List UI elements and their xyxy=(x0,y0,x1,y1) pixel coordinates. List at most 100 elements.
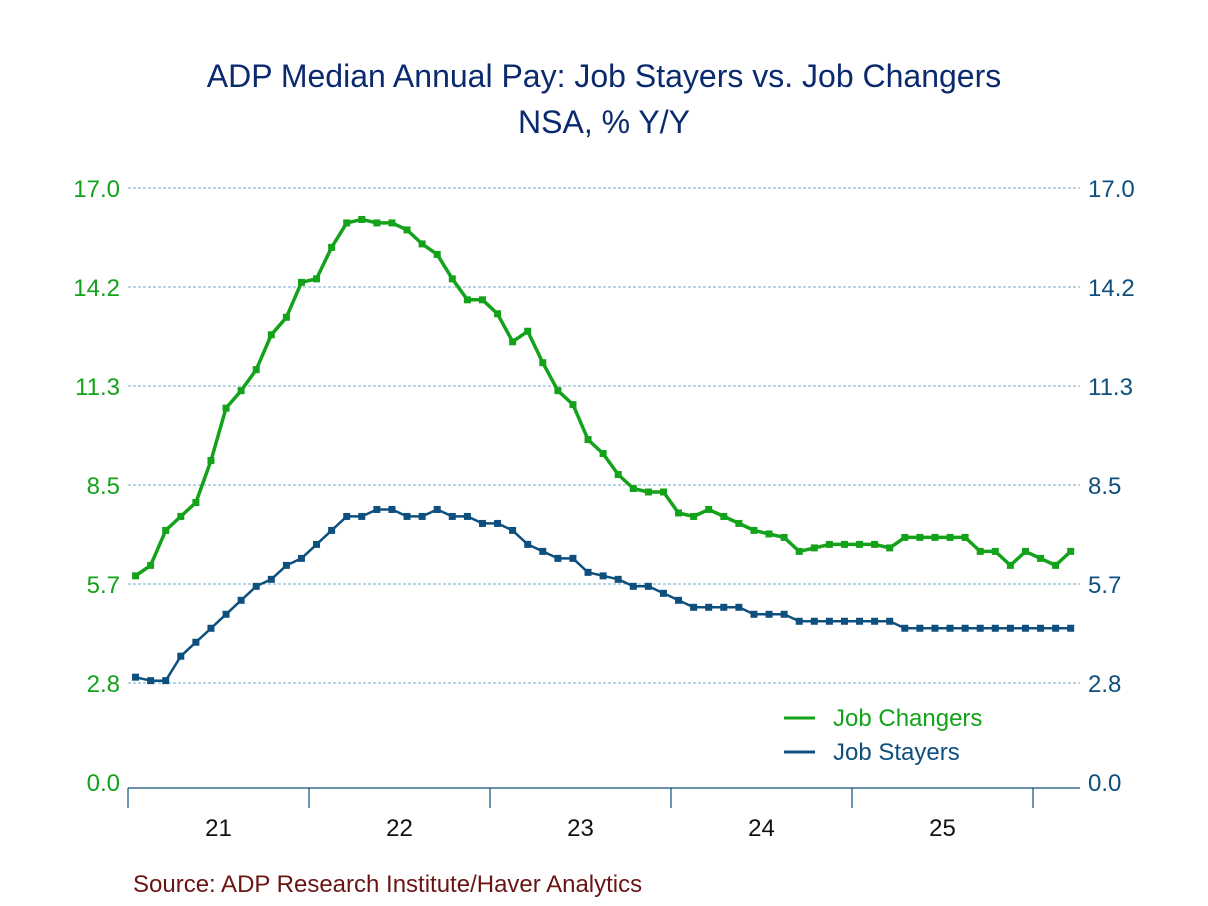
y-tick-label-left: 14.2 xyxy=(73,275,120,302)
data-point xyxy=(433,250,441,258)
series-line-job-stayers xyxy=(135,508,1071,682)
data-point xyxy=(297,554,305,562)
data-point xyxy=(584,568,592,576)
y-tick-label-right: 2.8 xyxy=(1088,671,1121,698)
data-point xyxy=(916,624,924,632)
data-point xyxy=(1067,547,1075,555)
data-point xyxy=(614,575,622,583)
data-point xyxy=(976,624,984,632)
chart-subtitle: NSA, % Y/Y xyxy=(518,104,690,140)
data-point xyxy=(132,673,140,681)
data-point xyxy=(901,624,909,632)
data-point xyxy=(856,617,864,625)
data-point xyxy=(1021,547,1029,555)
source-note: Source: ADP Research Institute/Haver Ana… xyxy=(133,871,643,898)
data-point xyxy=(675,596,683,604)
data-point xyxy=(675,509,683,517)
x-tick-label: 25 xyxy=(929,815,956,842)
data-point xyxy=(659,488,667,496)
data-point xyxy=(328,526,336,534)
data-point xyxy=(946,624,954,632)
data-point xyxy=(599,572,607,580)
data-point xyxy=(478,296,486,304)
data-point xyxy=(222,610,230,618)
series-line-job-changers xyxy=(134,217,1072,578)
data-point xyxy=(961,624,969,632)
y-tick-label-left: 5.7 xyxy=(87,572,120,599)
data-point xyxy=(795,617,803,625)
data-point xyxy=(780,533,788,541)
data-point xyxy=(147,677,155,685)
data-point xyxy=(886,544,894,552)
data-point xyxy=(373,505,381,513)
data-point xyxy=(267,331,275,339)
data-point xyxy=(735,519,743,527)
data-point xyxy=(1037,554,1045,562)
data-point xyxy=(463,512,471,520)
y-tick-label-left: 11.3 xyxy=(75,374,120,401)
data-point xyxy=(207,624,215,632)
data-point xyxy=(629,484,637,492)
x-tick-label: 23 xyxy=(567,815,594,842)
data-point xyxy=(328,243,336,251)
data-point xyxy=(1006,624,1014,632)
data-point xyxy=(509,338,517,346)
y-tick-label-right: 11.3 xyxy=(1088,374,1133,401)
data-point xyxy=(569,554,577,562)
data-point xyxy=(313,275,321,283)
y-tick-label-left: 8.5 xyxy=(87,473,120,500)
y-tick-label-left: 2.8 xyxy=(87,671,120,698)
data-point xyxy=(1052,561,1060,569)
data-point xyxy=(659,589,667,597)
y-tick-label-right: 0.0 xyxy=(1088,770,1121,797)
data-point xyxy=(1067,624,1075,632)
legend-label: Job Stayers xyxy=(833,739,960,766)
data-point xyxy=(539,547,547,555)
data-point xyxy=(720,603,728,611)
data-point xyxy=(871,540,879,548)
data-point xyxy=(871,617,879,625)
data-point xyxy=(705,505,713,513)
data-point xyxy=(494,519,502,527)
data-point xyxy=(825,540,833,548)
data-point xyxy=(931,624,939,632)
data-point xyxy=(946,533,954,541)
data-point xyxy=(388,219,396,227)
data-point xyxy=(433,505,441,513)
data-point xyxy=(418,240,426,248)
data-point xyxy=(810,617,818,625)
data-point xyxy=(267,575,275,583)
data-point xyxy=(388,505,396,513)
data-point xyxy=(539,359,547,367)
data-point xyxy=(735,603,743,611)
data-point xyxy=(825,617,833,625)
data-point xyxy=(569,401,577,409)
data-point xyxy=(584,436,592,444)
data-point xyxy=(705,603,713,611)
data-point xyxy=(1021,624,1029,632)
data-point xyxy=(509,526,517,534)
data-point xyxy=(795,547,803,555)
data-point xyxy=(237,387,245,395)
data-point xyxy=(237,596,245,604)
data-point xyxy=(177,652,185,660)
x-tick-label: 22 xyxy=(386,815,413,842)
data-point xyxy=(750,526,758,534)
data-point xyxy=(750,610,758,618)
data-point xyxy=(916,533,924,541)
data-point xyxy=(765,610,773,618)
data-point xyxy=(644,582,652,590)
data-point xyxy=(644,488,652,496)
data-point xyxy=(886,617,894,625)
data-point xyxy=(192,638,200,646)
data-point xyxy=(1037,624,1045,632)
y-tick-label-right: 14.2 xyxy=(1088,275,1135,302)
data-point xyxy=(690,512,698,520)
data-point xyxy=(207,457,215,465)
data-point xyxy=(343,512,351,520)
data-point xyxy=(297,278,305,286)
data-point xyxy=(373,219,381,227)
data-point xyxy=(282,313,290,321)
data-point xyxy=(282,561,290,569)
